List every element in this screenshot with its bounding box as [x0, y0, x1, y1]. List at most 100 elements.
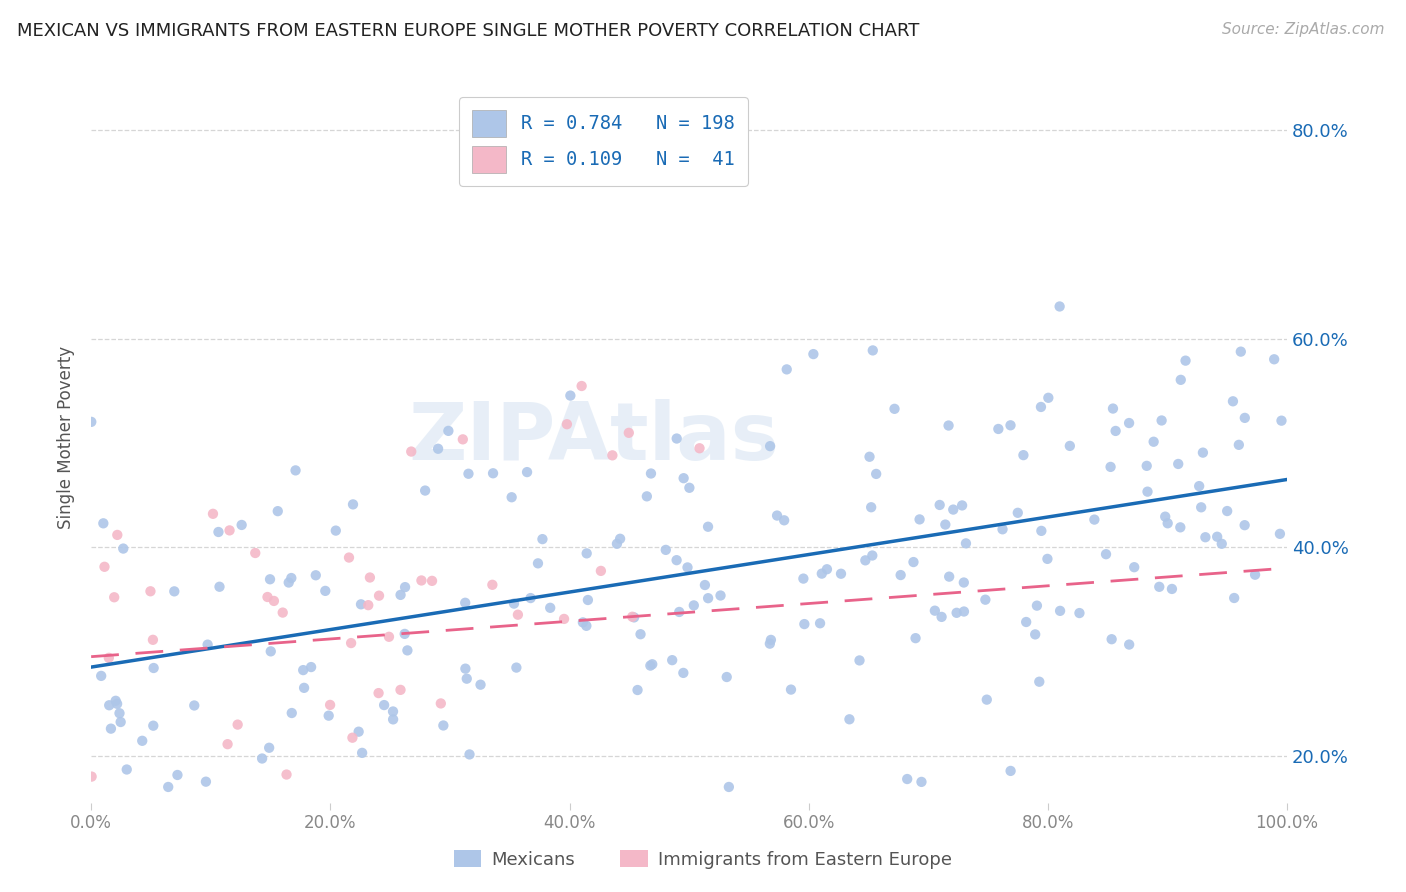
Point [676, 560, 699, 574]
Point [277, 575, 299, 590]
Point [623, 610, 645, 624]
Point [553, 612, 575, 626]
Point [848, 653, 870, 667]
Point [280, 571, 302, 585]
Point [394, 627, 416, 641]
Point [257, 740, 280, 755]
Point [1069, 606, 1091, 620]
Point [263, 594, 285, 608]
Point [389, 588, 412, 602]
Point [394, 580, 416, 594]
Point [347, 724, 370, 739]
Point [139, 584, 162, 599]
Text: MEXICAN VS IMMIGRANTS FROM EASTERN EUROPE SINGLE MOTHER POVERTY CORRELATION CHAR: MEXICAN VS IMMIGRANTS FROM EASTERN EUROP… [17, 22, 920, 40]
Point [352, 746, 374, 760]
Point [368, 589, 391, 603]
Point [259, 572, 281, 586]
Point [560, 388, 582, 402]
Point [678, 481, 700, 495]
Point [1099, 459, 1122, 474]
Point [342, 731, 364, 745]
Point [314, 583, 336, 598]
Point [98, 698, 121, 713]
Point [131, 733, 153, 747]
Point [904, 631, 927, 645]
Point [1118, 638, 1140, 652]
Point [373, 698, 395, 712]
Point [1143, 434, 1166, 449]
Point [411, 574, 433, 588]
Point [340, 636, 363, 650]
Point [100, 722, 122, 736]
Point [815, 562, 838, 576]
Point [1036, 552, 1059, 566]
Point [318, 708, 340, 723]
Point [337, 550, 360, 565]
Point [575, 619, 598, 633]
Point [945, 606, 967, 620]
Point [1168, 520, 1191, 534]
Point [1149, 580, 1171, 594]
Point [808, 616, 831, 631]
Point [319, 698, 342, 712]
Point [1136, 484, 1159, 499]
Point [1244, 567, 1267, 582]
Point [1083, 513, 1105, 527]
Point [1222, 394, 1244, 409]
Point [207, 524, 229, 539]
Point [305, 568, 328, 582]
Point [931, 610, 953, 624]
Point [1206, 530, 1229, 544]
Point [105, 528, 128, 542]
Point [689, 442, 711, 456]
Point [267, 504, 290, 518]
Point [1015, 615, 1038, 629]
Point [382, 705, 405, 719]
Point [531, 532, 554, 546]
Point [350, 597, 373, 611]
Point [934, 517, 956, 532]
Point [1211, 537, 1233, 551]
Point [709, 589, 731, 603]
Point [924, 604, 946, 618]
Point [217, 737, 239, 751]
Point [538, 600, 561, 615]
Point [260, 644, 283, 658]
Point [803, 347, 825, 361]
Point [451, 433, 474, 447]
Point [1223, 591, 1246, 605]
Point [505, 660, 527, 674]
Point [284, 463, 307, 477]
Point [454, 596, 477, 610]
Point [938, 418, 960, 433]
Point [950, 499, 973, 513]
Point [589, 564, 612, 578]
Point [630, 627, 652, 641]
Point [292, 663, 315, 677]
Point [1167, 457, 1189, 471]
Point [163, 584, 186, 599]
Point [1192, 445, 1215, 459]
Point [1136, 458, 1159, 473]
Point [437, 424, 460, 438]
Point [292, 681, 315, 695]
Point [1028, 674, 1050, 689]
Point [1101, 632, 1123, 647]
Point [976, 692, 998, 706]
Point [1170, 373, 1192, 387]
Point [1095, 547, 1118, 561]
Legend: R = 0.784   N = 198, R = 0.109   N =  41: R = 0.784 N = 198, R = 0.109 N = 41 [460, 97, 748, 186]
Point [427, 442, 450, 456]
Point [299, 660, 322, 674]
Point [1150, 413, 1173, 427]
Point [1233, 410, 1256, 425]
Point [93, 559, 115, 574]
Point [910, 775, 932, 789]
Point [115, 763, 138, 777]
Point [773, 513, 796, 527]
Point [640, 658, 662, 673]
Point [987, 422, 1010, 436]
Point [501, 490, 523, 504]
Point [482, 467, 505, 481]
Point [457, 467, 479, 481]
